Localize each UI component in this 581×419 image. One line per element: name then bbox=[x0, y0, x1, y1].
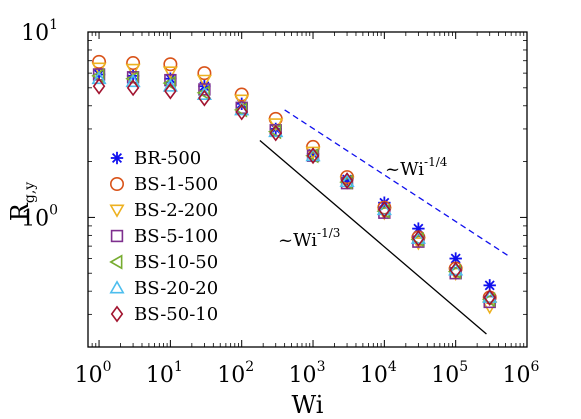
data-point bbox=[449, 252, 462, 265]
data-point bbox=[162, 78, 178, 92]
x-tick-exponent: 1 bbox=[174, 359, 183, 375]
data-point bbox=[306, 147, 320, 165]
data-point bbox=[305, 147, 321, 162]
y-tick-label: 100 bbox=[21, 202, 58, 231]
reference-label-base: ~Wi bbox=[278, 230, 317, 251]
reference-line-label: ~Wi-1/3 bbox=[278, 226, 340, 251]
legend-label: BS-10-50 bbox=[134, 252, 218, 273]
legend-marker bbox=[110, 305, 124, 323]
plot-area-frame bbox=[87, 31, 528, 348]
x-tick-base: 10 bbox=[217, 363, 245, 388]
x-tick-label: 101 bbox=[146, 359, 183, 388]
data-point bbox=[92, 54, 107, 69]
data-point bbox=[410, 230, 426, 244]
x-tick-base: 10 bbox=[360, 363, 388, 388]
data-point bbox=[448, 262, 464, 276]
data-point bbox=[197, 66, 212, 81]
x-tick-base: 10 bbox=[503, 363, 531, 388]
data-point bbox=[340, 172, 354, 190]
y-tick-base: 10 bbox=[21, 206, 49, 231]
asterisk-stroke bbox=[111, 152, 123, 164]
legend-label: BS-2-200 bbox=[134, 200, 218, 221]
data-point bbox=[412, 229, 425, 247]
x-tick-label: 104 bbox=[360, 359, 397, 388]
data-point bbox=[125, 63, 141, 78]
legend-label: BS-1-500 bbox=[134, 174, 218, 195]
x-tick-exponent: 6 bbox=[531, 359, 540, 375]
legend-label: BS-20-20 bbox=[134, 278, 218, 299]
legend-label: BS-5-100 bbox=[134, 226, 218, 247]
y-tick-label: 101 bbox=[21, 17, 58, 46]
reference-line-labels: ~Wi-1/4~Wi-1/3 bbox=[278, 155, 448, 251]
reference-label-base: ~Wi bbox=[385, 159, 424, 180]
data-point bbox=[126, 79, 140, 97]
reference-line-third bbox=[259, 139, 487, 335]
x-tick-label: 105 bbox=[431, 359, 468, 388]
x-tick-exponent: 4 bbox=[388, 359, 397, 375]
legend: BR-500 BS-1-500 BS-2-200 BS-5-100 BS-10-50 BS… bbox=[109, 148, 218, 325]
data-point bbox=[482, 289, 498, 303]
data-point bbox=[125, 73, 141, 88]
reference-line-label: ~Wi-1/4 bbox=[385, 155, 448, 180]
legend-marker bbox=[110, 229, 124, 243]
legend-marker bbox=[110, 177, 125, 192]
y-tick-exponent: 0 bbox=[49, 202, 58, 218]
x-tick-base: 10 bbox=[289, 363, 317, 388]
y-axis-label: Rg,y bbox=[6, 182, 38, 221]
legend-marker bbox=[109, 280, 125, 294]
x-tick-base: 10 bbox=[146, 363, 174, 388]
data-point bbox=[126, 56, 141, 71]
x-tick-base: 10 bbox=[75, 363, 103, 388]
y-axis-label-subscript: g,y bbox=[22, 182, 38, 203]
x-tick-label: 100 bbox=[75, 359, 112, 388]
x-tick-exponent: 0 bbox=[103, 359, 112, 375]
data-point bbox=[339, 173, 355, 188]
legend-label: BS-50-10 bbox=[134, 304, 218, 325]
reference-line-quarter bbox=[284, 109, 509, 257]
y-tick-exponent: 1 bbox=[49, 17, 58, 33]
data-point bbox=[234, 94, 250, 108]
legend-marker bbox=[109, 254, 123, 270]
x-tick-label: 103 bbox=[289, 359, 326, 388]
data-point bbox=[483, 288, 496, 306]
legend-marker bbox=[110, 151, 124, 165]
x-tick-exponent: 2 bbox=[245, 359, 254, 375]
x-tick-exponent: 5 bbox=[459, 359, 468, 375]
x-tick-label: 106 bbox=[503, 359, 540, 388]
data-point bbox=[91, 70, 107, 85]
asterisk-stroke bbox=[450, 253, 461, 264]
series-BS-50-10 bbox=[92, 77, 496, 306]
data-point bbox=[196, 74, 212, 88]
data-point bbox=[163, 57, 178, 72]
data-point bbox=[235, 103, 248, 121]
x-tick-label: 102 bbox=[217, 359, 254, 388]
y-axis-label-main: R bbox=[6, 202, 34, 221]
x-axis-label: Wi bbox=[292, 391, 324, 419]
data-point bbox=[164, 82, 177, 100]
x-tick-exponent: 3 bbox=[317, 359, 326, 375]
reference-label-exponent: -1/4 bbox=[424, 155, 448, 169]
data-point bbox=[449, 261, 462, 279]
data-point bbox=[378, 201, 391, 219]
data-point bbox=[376, 201, 392, 216]
data-point bbox=[196, 86, 212, 100]
data-point bbox=[198, 89, 211, 107]
reference-label-exponent: -1/3 bbox=[317, 226, 340, 240]
legend-label: BR-500 bbox=[134, 148, 201, 169]
data-point bbox=[269, 124, 282, 142]
asterisk-stroke bbox=[484, 280, 495, 291]
data-points bbox=[91, 54, 498, 315]
legend-marker bbox=[109, 204, 125, 218]
data-point bbox=[162, 66, 178, 80]
y-tick-base: 10 bbox=[21, 21, 49, 46]
x-tick-base: 10 bbox=[431, 363, 459, 388]
reference-lines bbox=[259, 109, 509, 335]
data-point bbox=[92, 77, 106, 95]
